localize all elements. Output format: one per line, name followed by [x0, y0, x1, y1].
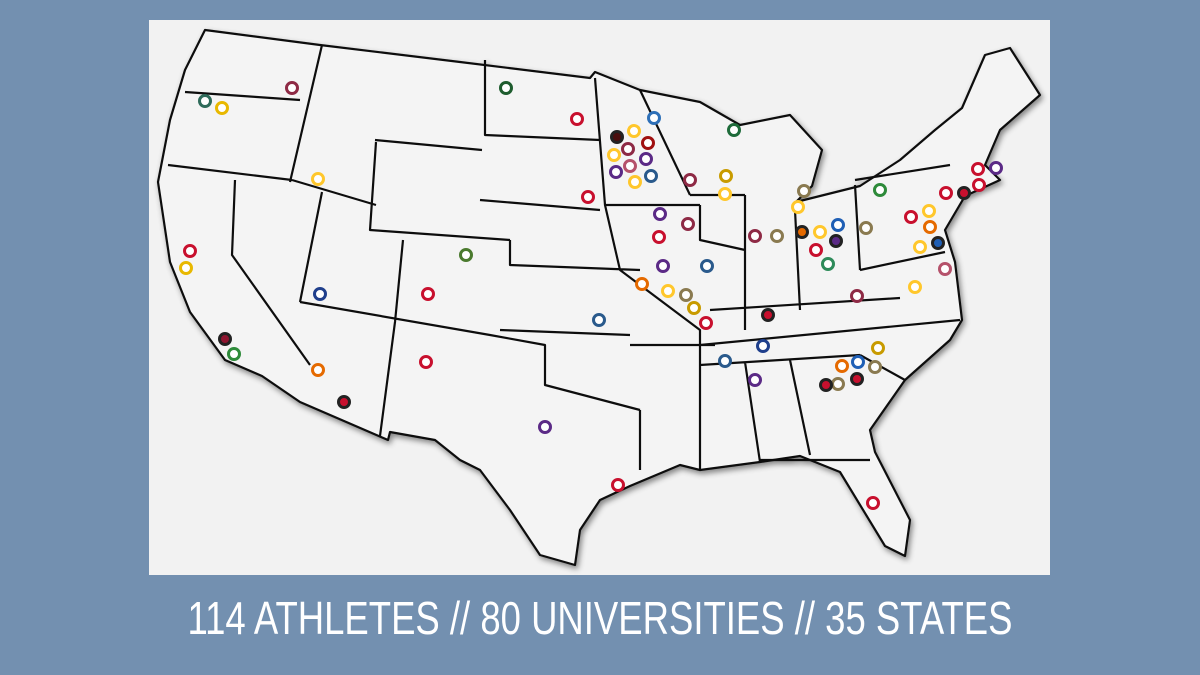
school-marker	[957, 186, 971, 200]
school-marker	[628, 175, 642, 189]
school-marker	[904, 210, 918, 224]
school-marker	[923, 220, 937, 234]
school-marker	[179, 261, 193, 275]
school-marker	[623, 159, 637, 173]
school-marker	[499, 81, 513, 95]
school-marker	[337, 395, 351, 409]
school-marker	[797, 184, 811, 198]
school-marker	[761, 308, 775, 322]
school-marker	[609, 165, 623, 179]
school-marker	[829, 234, 843, 248]
school-marker	[939, 186, 953, 200]
school-marker	[227, 347, 241, 361]
state-borders	[167, 44, 961, 470]
school-marker	[908, 280, 922, 294]
school-marker	[661, 284, 675, 298]
school-marker	[570, 112, 584, 126]
school-marker	[931, 236, 945, 250]
school-marker	[285, 81, 299, 95]
school-marker	[748, 229, 762, 243]
school-marker	[835, 359, 849, 373]
school-marker	[851, 355, 865, 369]
school-marker	[621, 142, 635, 156]
school-marker	[809, 243, 823, 257]
school-marker	[679, 288, 693, 302]
school-marker	[419, 355, 433, 369]
us-map	[156, 28, 1042, 567]
school-marker	[868, 360, 882, 374]
school-marker	[873, 183, 887, 197]
school-marker	[635, 277, 649, 291]
school-marker	[459, 248, 473, 262]
caption: 114 ATHLETES // 80 UNIVERSITIES // 35 ST…	[188, 592, 1013, 644]
school-marker	[641, 136, 655, 150]
school-marker	[311, 172, 325, 186]
school-marker	[681, 217, 695, 231]
school-marker	[718, 187, 732, 201]
school-marker	[683, 173, 697, 187]
school-marker	[699, 316, 713, 330]
school-marker	[850, 289, 864, 303]
school-marker	[756, 339, 770, 353]
school-marker	[687, 301, 701, 315]
school-marker	[218, 332, 232, 346]
school-marker	[592, 313, 606, 327]
school-marker	[647, 111, 661, 125]
school-marker	[859, 221, 873, 235]
school-marker	[972, 178, 986, 192]
school-marker	[700, 259, 714, 273]
school-marker	[611, 478, 625, 492]
school-marker	[913, 240, 927, 254]
school-marker	[183, 244, 197, 258]
school-marker	[813, 225, 827, 239]
school-marker	[727, 123, 741, 137]
school-marker	[971, 162, 985, 176]
school-marker	[581, 190, 595, 204]
school-markers	[179, 81, 1003, 510]
school-marker	[748, 373, 762, 387]
school-marker	[653, 207, 667, 221]
school-marker	[821, 257, 835, 271]
us-outline	[156, 28, 1042, 567]
school-marker	[607, 148, 621, 162]
school-marker	[311, 363, 325, 377]
school-marker	[989, 161, 1003, 175]
school-marker	[719, 169, 733, 183]
school-marker	[313, 287, 327, 301]
school-marker	[718, 354, 732, 368]
school-marker	[644, 169, 658, 183]
school-marker	[421, 287, 435, 301]
school-marker	[938, 262, 952, 276]
school-marker	[639, 152, 653, 166]
school-marker	[652, 230, 666, 244]
school-marker	[871, 341, 885, 355]
school-marker	[656, 259, 670, 273]
school-marker	[850, 372, 864, 386]
school-marker	[198, 94, 212, 108]
school-marker	[866, 496, 880, 510]
school-marker	[922, 204, 936, 218]
school-marker	[791, 200, 805, 214]
school-marker	[627, 124, 641, 138]
school-marker	[610, 130, 624, 144]
school-marker	[538, 420, 552, 434]
school-marker	[831, 218, 845, 232]
school-marker	[819, 378, 833, 392]
school-marker	[770, 229, 784, 243]
school-marker	[215, 101, 229, 115]
school-marker	[831, 377, 845, 391]
school-marker	[795, 225, 809, 239]
